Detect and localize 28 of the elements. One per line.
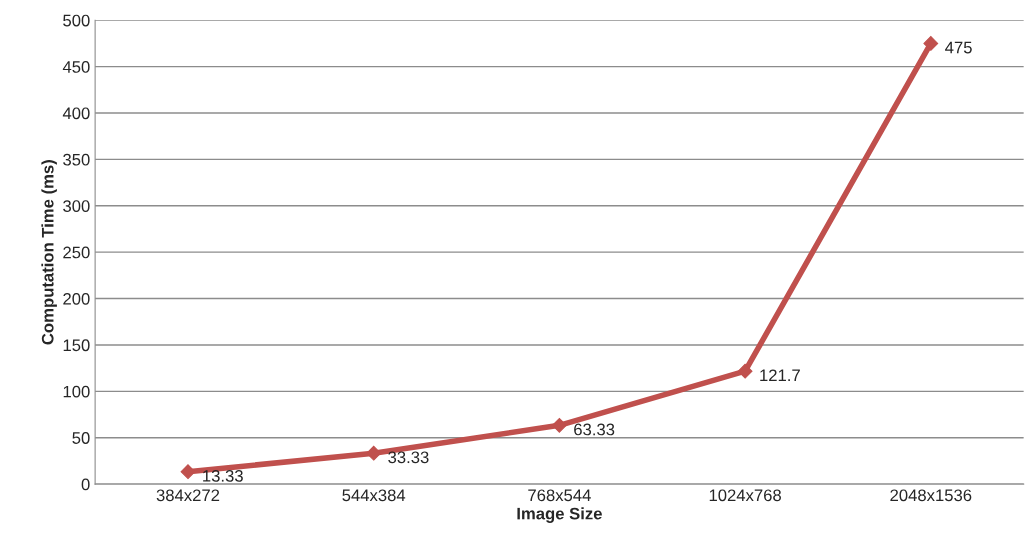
y-tick-label: 0 [81, 478, 90, 491]
x-tick-label: 768x544 [528, 489, 591, 502]
point [180, 464, 196, 480]
data-label: 121.7 [760, 369, 800, 382]
y-tick-label: 50 [72, 432, 90, 444]
data-label: 33.33 [388, 451, 429, 464]
y-tick-label: 100 [63, 385, 90, 398]
y-tick-label: 350 [63, 153, 90, 166]
y-tick-label: 250 [63, 246, 90, 259]
y-tick-label: 450 [62, 61, 90, 73]
x-tick-label: 384x272 [156, 489, 220, 502]
x-axis-title: Image Size [517, 507, 602, 523]
point [923, 36, 939, 51]
data-label: 13.33 [203, 469, 243, 482]
data-label: 475 [945, 41, 972, 54]
x-tick-label: 2048x1536 [890, 489, 972, 502]
point [366, 445, 382, 461]
y-tick-label: 300 [63, 200, 90, 212]
point [737, 363, 753, 379]
x-tick-label: 1024x768 [709, 489, 781, 502]
data-label: 63.33 [574, 423, 615, 436]
y-tick-label: 200 [63, 292, 90, 305]
y-tick-label: 400 [62, 107, 90, 120]
point [552, 417, 567, 433]
y-tick-label: 150 [63, 339, 90, 352]
x-tick-label: 544x384 [342, 489, 406, 502]
y-axis-title: Computation Time (ms) [41, 160, 57, 345]
y-tick-label: 500 [63, 14, 90, 27]
